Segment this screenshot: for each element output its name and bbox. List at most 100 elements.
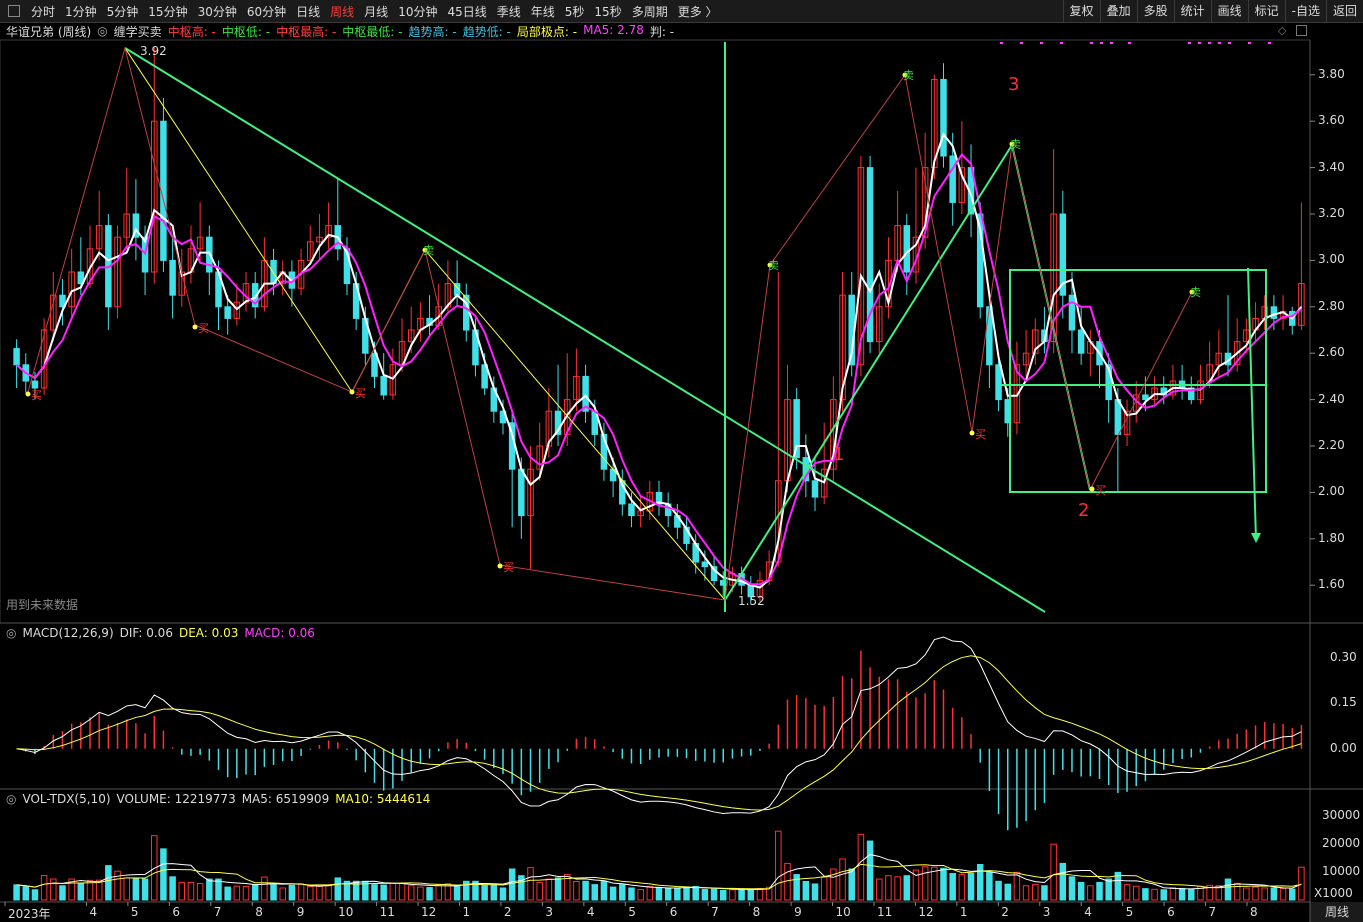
volume-bar: [463, 880, 470, 901]
tool-button-4[interactable]: 画线: [1210, 0, 1248, 22]
period-tab-2[interactable]: 5分钟: [106, 4, 139, 19]
candle-body: [591, 410, 599, 435]
main-legend-items: 中枢高: - 中枢低: - 中枢最高: - 中枢最低: - 趋势高: - 趋势低: - 局部…: [168, 23, 680, 40]
vol-tick-0: 30000: [1322, 808, 1361, 823]
signal-dot: [1128, 42, 1131, 44]
period-tab-13[interactable]: 5秒: [564, 4, 585, 19]
volume-bar: [215, 878, 222, 901]
volume-bar: [719, 889, 727, 901]
period-tab-10[interactable]: 45日线: [447, 4, 487, 19]
macd-title[interactable]: MACD(12,26,9): [22, 626, 114, 640]
time-tick-3: 6: [172, 905, 180, 919]
candle-body: [903, 225, 911, 273]
time-tick-27: 6: [1167, 905, 1175, 919]
volume-bar: [995, 880, 1002, 901]
volume-bar: [866, 840, 874, 901]
signal-dot: [1000, 42, 1003, 44]
candle-body: [536, 445, 543, 470]
tool-button-3[interactable]: 统计: [1173, 0, 1211, 22]
main-legend: 华谊兄弟 (周线) ◎ 缠学买卖 中枢高: - 中枢低: - 中枢最高: - 中枢最低…: [0, 22, 686, 40]
candle-body: [839, 294, 846, 401]
period-switch-button[interactable]: 周线: [1310, 902, 1363, 922]
volume-bar: [1041, 885, 1048, 901]
period-tab-14[interactable]: 15秒: [594, 4, 622, 19]
volume-bar: [160, 848, 167, 901]
volume-bar: [1270, 887, 1278, 901]
period-tab-3[interactable]: 15分钟: [148, 4, 188, 19]
volume-bar: [820, 876, 828, 901]
vol-title[interactable]: VOL-TDX(5,10): [22, 792, 111, 806]
volume-bar: [903, 875, 911, 901]
tool-button-1[interactable]: 叠加: [1099, 0, 1137, 22]
candle-body: [554, 410, 562, 435]
projection-line: [1247, 267, 1257, 541]
indicator-name[interactable]: 缠学买卖: [113, 24, 162, 39]
indicator-gear-icon[interactable]: ◎: [97, 24, 108, 38]
volume-bar: [931, 866, 938, 901]
candle-body: [765, 561, 773, 582]
volume-bar: [701, 889, 709, 901]
volume-bar: [362, 880, 369, 901]
volume-bar: [637, 889, 644, 901]
sell-label: 卖: [423, 244, 434, 257]
period-tab-0[interactable]: 分时: [31, 4, 56, 19]
period-tab-4[interactable]: 30分钟: [197, 4, 237, 19]
signal-dot: [1248, 42, 1251, 44]
volume-bar: [1233, 882, 1241, 901]
candle-body: [334, 225, 342, 250]
period-tab-12[interactable]: 年线: [530, 4, 555, 19]
tool-button-6[interactable]: -自选: [1284, 0, 1326, 22]
period-tab-6[interactable]: 日线: [296, 4, 321, 19]
buy-marker-icon: [497, 563, 503, 569]
volume-bar: [1004, 883, 1011, 901]
tool-button-2[interactable]: 多股: [1136, 0, 1174, 22]
tool-button-7[interactable]: 返回: [1325, 0, 1363, 22]
volume-bar: [150, 835, 158, 901]
volume-bar: [371, 884, 378, 901]
volume-bar: [738, 888, 745, 901]
buy-label: 买: [198, 322, 209, 335]
vol-gear-icon[interactable]: ◎: [6, 792, 17, 806]
period-tab-9[interactable]: 10分钟: [398, 4, 438, 19]
candle-body: [160, 120, 167, 261]
volume-bar: [288, 884, 296, 901]
panel-close-icon[interactable]: [1296, 25, 1307, 36]
period-tab-8[interactable]: 月线: [364, 4, 389, 19]
candle-body: [958, 167, 966, 203]
candle-body: [1041, 329, 1048, 343]
vol-ma5-line: [16, 853, 1302, 891]
main-legend-item-6: 局部极点: -: [516, 24, 578, 39]
tool-button-0[interactable]: 复权: [1062, 0, 1100, 22]
period-tab-16[interactable]: 更多 〉: [677, 4, 718, 19]
period-tab-7[interactable]: 周线: [330, 4, 355, 19]
price-tick-0: 3.80: [1318, 66, 1345, 81]
time-tick-13: 4: [586, 905, 595, 919]
volume-bar: [554, 877, 562, 901]
collapse-icon[interactable]: ◇: [1278, 24, 1287, 37]
price-tick-2: 3.40: [1318, 159, 1345, 174]
time-tick-0: 2023年: [8, 907, 51, 921]
tool-button-5[interactable]: 标记: [1247, 0, 1285, 22]
period-tab-11[interactable]: 季线: [496, 4, 521, 19]
window-icon[interactable]: [8, 5, 20, 17]
projection-arrow-icon: [1251, 533, 1261, 543]
candle-body: [784, 399, 791, 482]
period-tab-1[interactable]: 1分钟: [65, 4, 97, 19]
sell-marker-icon: [902, 72, 908, 78]
volume-bar: [444, 883, 452, 901]
volume-bar: [224, 886, 231, 901]
buy-label: 买: [503, 561, 514, 574]
volume-bar: [59, 885, 66, 901]
signal-dot: [1208, 42, 1211, 44]
period-tab-5[interactable]: 60分钟: [246, 4, 287, 19]
volume-bar: [1197, 885, 1204, 901]
candle-body: [876, 306, 883, 343]
candle-body: [655, 491, 663, 505]
candle-body: [1013, 364, 1021, 424]
volume-bar: [499, 887, 507, 901]
macd-gear-icon[interactable]: ◎: [6, 626, 17, 640]
period-tab-15[interactable]: 多周期: [631, 4, 668, 19]
time-tick-6: 9: [296, 905, 305, 919]
candle-body: [50, 294, 57, 331]
